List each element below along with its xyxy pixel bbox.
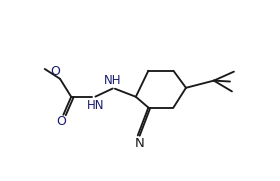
- Text: N: N: [134, 137, 144, 150]
- Text: O: O: [50, 65, 60, 78]
- Text: HN: HN: [87, 99, 104, 112]
- Text: NH: NH: [103, 74, 121, 87]
- Text: O: O: [56, 115, 66, 129]
